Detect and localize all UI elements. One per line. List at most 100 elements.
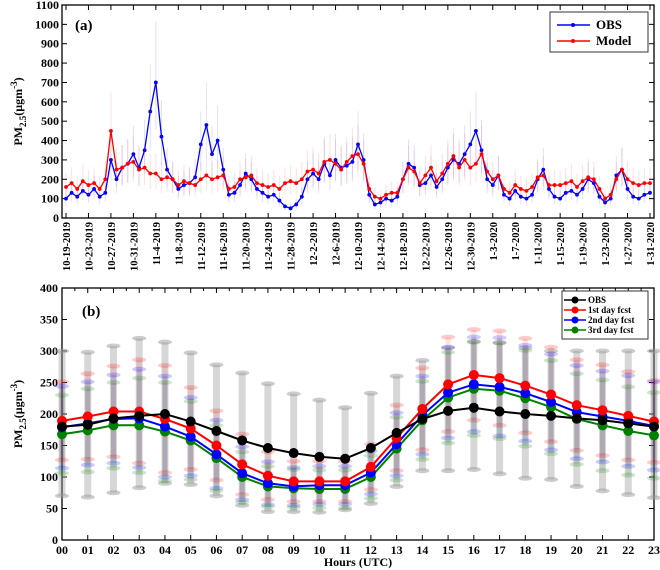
obs-error-cap: [595, 488, 610, 494]
fcst-error-cap: [260, 502, 275, 508]
y-axis-label-main: PM: [11, 127, 25, 146]
data-point: [299, 194, 304, 199]
data-point: [237, 459, 248, 470]
data-point: [185, 416, 196, 427]
data-point: [649, 421, 659, 432]
data-point: [443, 405, 454, 416]
fcst-error-cap: [260, 504, 275, 510]
obs-error-cap: [260, 381, 275, 387]
data-point: [185, 423, 196, 434]
fcst-error-cap: [415, 365, 430, 371]
y-axis-label-close: ): [11, 77, 25, 81]
data-point: [266, 194, 271, 199]
fcst-error-cap: [466, 417, 481, 423]
legend-label: 1st day fcst: [588, 305, 631, 315]
fcst-error-cap: [389, 402, 404, 408]
data-point: [520, 380, 531, 391]
fcst-error-cap: [492, 328, 507, 334]
y-axis-label-unit: (µgm: [11, 89, 25, 116]
data-point: [277, 187, 282, 191]
obs-error-cap: [80, 494, 95, 500]
obs-error-cap: [157, 480, 172, 486]
data-point: [636, 183, 641, 187]
data-point: [193, 183, 198, 187]
data-point: [378, 196, 383, 201]
data-point: [193, 175, 198, 180]
y-axis-label-main: PM: [11, 430, 25, 449]
data-point: [260, 183, 265, 187]
data-point: [187, 181, 192, 186]
data-point: [134, 420, 145, 431]
fcst-error-cap: [389, 473, 404, 479]
fcst-error-cap: [80, 462, 95, 468]
data-point: [401, 177, 405, 182]
data-point: [535, 175, 540, 180]
data-point: [262, 443, 273, 454]
fcst-error-cap: [466, 334, 481, 340]
x-tick-label-b: 07: [236, 543, 248, 557]
data-point: [221, 173, 226, 178]
fcst-error-cap: [338, 463, 353, 469]
fcst-error-cap: [235, 492, 250, 498]
obs-error-cap: [106, 343, 121, 349]
data-point: [569, 188, 574, 193]
data-point: [623, 418, 634, 429]
fcst-error-cap: [312, 501, 327, 507]
data-point: [210, 177, 214, 182]
fcst-error-cap: [441, 344, 456, 350]
data-point: [198, 142, 203, 147]
obs-error-cap: [466, 339, 481, 345]
obs-error-cap: [286, 509, 301, 515]
data-point: [395, 194, 400, 199]
data-point: [311, 167, 315, 172]
data-point: [417, 403, 428, 414]
fcst-error-cap: [544, 447, 559, 453]
data-point: [57, 421, 67, 432]
fcst-error-cap: [647, 467, 660, 473]
data-point: [97, 194, 102, 199]
data-point: [365, 461, 376, 472]
fcst-error-cap: [286, 465, 301, 471]
y-axis-label-close: ): [11, 380, 25, 384]
data-point: [238, 177, 242, 182]
data-point: [524, 188, 529, 193]
y-tick-label-b: 300: [40, 344, 58, 358]
x-tick-label-b: 06: [210, 543, 222, 557]
obs-error-cap: [466, 466, 481, 472]
data-point: [75, 194, 80, 199]
panel-label-b: (b): [82, 304, 100, 320]
fcst-error-cap: [466, 327, 481, 333]
x-tick-label-a: 12-18-2019: [399, 222, 410, 271]
data-point: [249, 177, 254, 182]
obs-error-cap: [312, 397, 327, 403]
data-point: [215, 175, 220, 180]
data-point: [502, 187, 506, 191]
y-axis-label-sub: 2.5: [18, 115, 28, 127]
fcst-error-cap: [621, 463, 636, 469]
fcst-error-cap: [569, 371, 584, 377]
legend-label: 3rd day fcst: [588, 325, 634, 335]
data-point: [608, 192, 613, 197]
x-tick-label-b: 17: [494, 543, 506, 557]
data-point: [445, 161, 450, 166]
fcst-error-cap: [80, 386, 95, 392]
panel-label-a: (a): [75, 18, 93, 34]
series-obs: [64, 21, 652, 212]
x-tick-label-b: 05: [185, 543, 197, 557]
data-point: [288, 476, 299, 487]
data-point: [57, 429, 67, 440]
fcst-error-cap: [132, 470, 147, 476]
data-point: [210, 152, 214, 157]
fcst-error-cap: [209, 422, 224, 428]
obs-error-cap: [209, 362, 224, 368]
data-point: [361, 158, 366, 162]
x-tick-label-b: 08: [262, 543, 274, 557]
data-point: [294, 202, 299, 207]
y-tick-label-b: 200: [40, 407, 58, 421]
obs-error-cap: [441, 468, 456, 474]
obs-error-cap: [595, 348, 610, 354]
y-tick-label-a: 300: [41, 153, 59, 167]
data-point: [103, 177, 108, 182]
x-tick-label-a: 11-20-2019: [242, 222, 253, 270]
